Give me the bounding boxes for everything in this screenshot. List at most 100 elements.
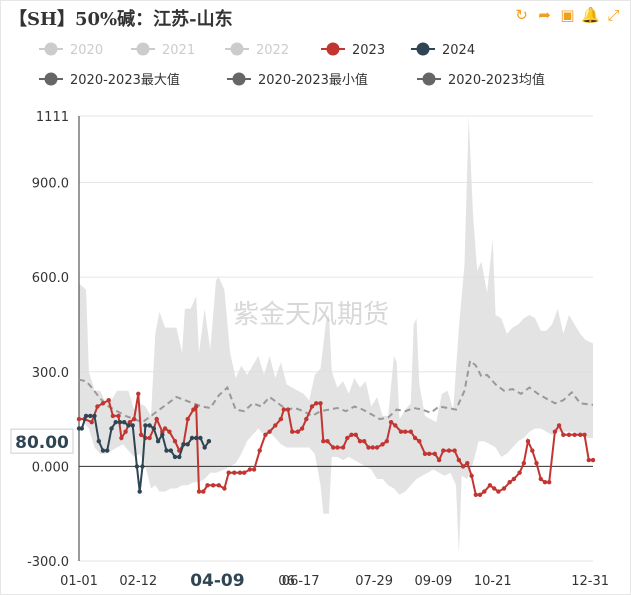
series-point-2023 [251, 467, 257, 472]
series-point-2023 [417, 439, 422, 444]
series-point-2023 [566, 432, 572, 437]
series-point-2023 [304, 416, 309, 422]
y-tick-label: -300.0 [27, 555, 69, 570]
bell-icon[interactable]: 🔔 [581, 6, 600, 24]
legend-marker-2021[interactable] [136, 42, 150, 56]
series-point-2024 [100, 448, 106, 453]
fullscreen-icon[interactable]: ⤢ [607, 6, 620, 24]
series-point-2023 [325, 439, 330, 444]
series-point-2023 [237, 470, 243, 475]
series-point-2023 [542, 480, 548, 485]
series-point-2023 [191, 407, 196, 412]
series-point-2023 [201, 489, 206, 494]
series-point-2023 [299, 426, 305, 431]
series-point-2024 [202, 445, 207, 450]
series-point-2023 [547, 480, 552, 485]
series-point-2023 [552, 429, 558, 434]
series-point-2023 [357, 439, 363, 444]
y-tick-label: 300.0 [32, 366, 69, 381]
series-point-2023 [446, 448, 452, 453]
y-tick-label: 900.0 [32, 177, 69, 192]
series-point-2023 [278, 416, 284, 422]
x-tick-label: 06-17 [282, 574, 320, 589]
series-point-2023 [131, 416, 137, 422]
watermark-text: 紫金天风期货 [233, 300, 389, 330]
series-point-2023 [232, 470, 237, 475]
series-point-2023 [452, 448, 457, 453]
series-point-2023 [147, 435, 152, 441]
series-point-2023 [185, 416, 190, 422]
series-point-2024 [109, 426, 114, 431]
series-point-2024 [126, 423, 131, 428]
series-mean-line [78, 358, 594, 424]
series-point-2024 [155, 439, 161, 444]
max-min-band [79, 116, 593, 555]
series-point-2023 [432, 451, 437, 456]
legend-label-2020-2023均值: 2020-2023均值 [448, 72, 545, 88]
series-point-2023 [100, 401, 106, 406]
series-point-2023 [273, 423, 278, 428]
legend-marker-2020[interactable] [44, 42, 58, 56]
series-point-2023 [538, 476, 543, 482]
series-point-2023 [501, 486, 507, 491]
series-point-2024 [181, 442, 186, 447]
series-point-2023 [263, 432, 268, 437]
refresh-icon[interactable]: ↻ [515, 6, 528, 24]
legend-marker-2022[interactable] [230, 42, 244, 56]
series-point-2023 [456, 457, 462, 463]
share-icon[interactable]: ➦ [538, 6, 551, 24]
series-point-2023 [517, 470, 522, 475]
legend-marker-2020-2023最大值[interactable] [44, 72, 58, 86]
series-point-2023 [138, 432, 144, 437]
series-point-2023 [465, 461, 470, 466]
legend-label-2021: 2021 [162, 43, 195, 58]
legend-marker-2024[interactable] [416, 42, 430, 56]
chart-toolbox: ↻ ➦ ▣ 🔔 ⤢ [513, 7, 622, 24]
series-point-2023 [582, 432, 587, 437]
series-point-2023 [76, 416, 82, 422]
series-point-2024 [92, 413, 97, 419]
series-point-2023 [210, 483, 216, 488]
series-point-2023 [403, 429, 408, 434]
series-point-2024 [164, 448, 169, 453]
series-point-2023 [487, 483, 493, 488]
series-point-2023 [205, 483, 210, 488]
series-point-2023 [123, 429, 128, 434]
series-point-2023 [374, 445, 380, 450]
x-tick-label: 06 [278, 574, 295, 589]
series-point-2024 [189, 435, 195, 441]
series-point-2023 [380, 442, 385, 447]
series-point-2023 [196, 489, 202, 494]
series-point-2023 [590, 457, 596, 463]
series-point-2023 [172, 439, 178, 444]
series-point-2023 [162, 426, 168, 431]
x-tick-highlight-bg [187, 569, 248, 591]
x-tick-label-highlight: 04-09 [190, 571, 244, 591]
series-point-2023 [534, 461, 539, 466]
series-point-2024 [168, 448, 173, 453]
series-point-2023 [194, 404, 199, 409]
series-point-2023 [525, 439, 531, 444]
save-image-icon[interactable]: ▣ [560, 6, 575, 24]
current-value-box [10, 428, 74, 454]
legend-marker-2020-2023最小值[interactable] [232, 72, 246, 86]
series-point-2023 [349, 432, 354, 437]
series-point-2023 [408, 429, 413, 434]
x-tick-label: 10-21 [474, 574, 512, 589]
series-point-2024 [96, 439, 102, 444]
legend-label-2023: 2023 [352, 43, 385, 58]
series-point-2023 [110, 413, 116, 419]
legend-marker-2023[interactable] [326, 42, 340, 56]
series-point-2023 [267, 429, 272, 434]
series-point-2024 [172, 454, 178, 460]
series-point-2023 [511, 476, 517, 482]
series-point-2024 [117, 420, 123, 425]
series-point-2023 [95, 404, 100, 409]
chart-title: 【SH】50%碱：江苏-山东 [9, 9, 233, 30]
series-point-2023 [136, 391, 141, 396]
series-point-2024 [140, 464, 145, 469]
series-point-2023 [366, 445, 371, 450]
series-point-2023 [257, 448, 262, 453]
series-point-2023 [578, 432, 583, 437]
legend-marker-2020-2023均值[interactable] [422, 72, 436, 86]
